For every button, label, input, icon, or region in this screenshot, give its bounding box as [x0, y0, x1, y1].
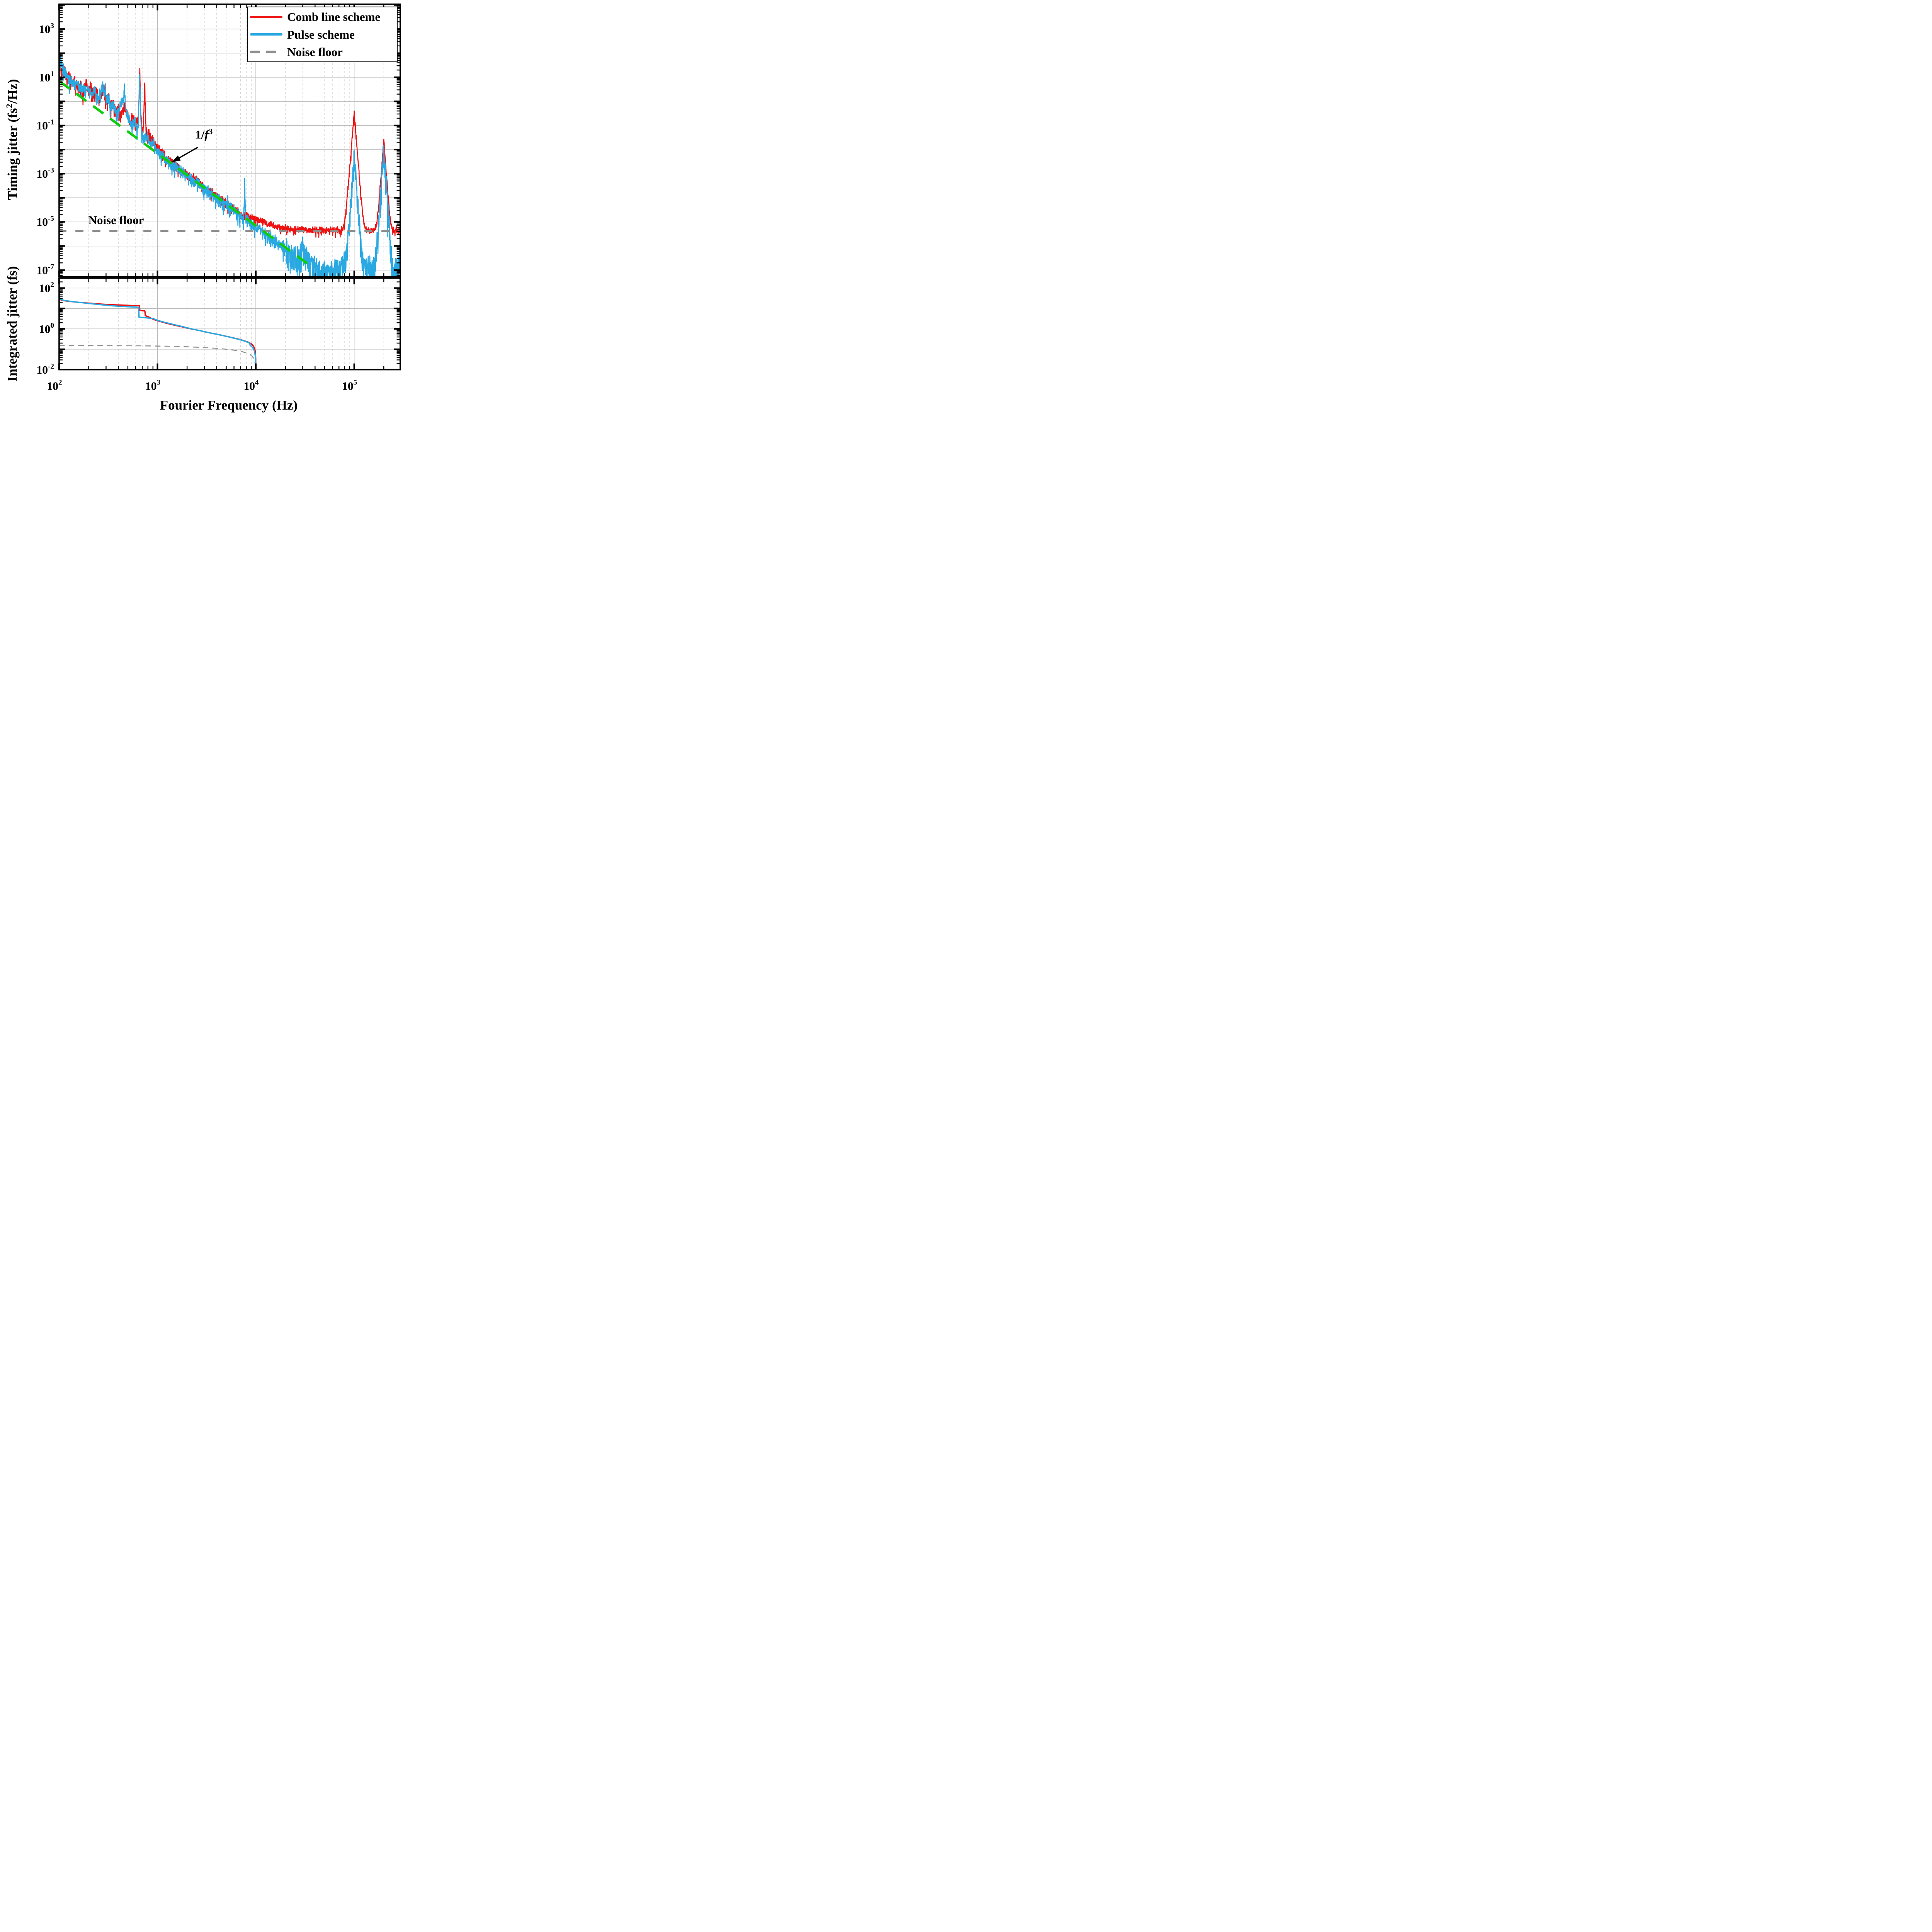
slope-annotation: 1/f3 — [195, 127, 213, 141]
svg-text:103: 103 — [39, 22, 54, 36]
svg-text:103: 103 — [145, 379, 160, 393]
svg-text:10-3: 10-3 — [36, 167, 54, 180]
svg-text:10-2: 10-2 — [36, 362, 54, 376]
comb-line-sample-icon — [250, 15, 283, 18]
slope-annotation-prefix: 1/ — [195, 128, 205, 141]
y-axis-title-top: Timing jitter (fs2/Hz) — [5, 79, 21, 200]
svg-text:101: 101 — [39, 70, 54, 84]
slope-annotation-exponent: 3 — [208, 127, 213, 136]
x-axis-title: Fourier Frequency (Hz) — [160, 397, 298, 413]
svg-text:105: 105 — [342, 379, 357, 393]
legend-item-noise-floor: Noise floor — [248, 46, 396, 58]
legend-label-pulse: Pulse scheme — [287, 27, 355, 41]
noise-floor-annotation: Noise floor — [88, 213, 144, 227]
jitter-figure: 102 103 104 105 103 101 10-1 10-3 10-5 10-7 102 100… — [0, 0, 403, 419]
legend: Comb line scheme Pulse scheme Noise floo… — [247, 7, 398, 63]
y-top-title-text: Timing jitter (fs — [5, 108, 20, 200]
svg-text:10-7: 10-7 — [36, 263, 54, 277]
legend-item-pulse: Pulse scheme — [248, 29, 396, 41]
y-top-title-sup: 2 — [4, 104, 14, 108]
legend-item-comb-line: Comb line scheme — [248, 11, 396, 23]
svg-text:100: 100 — [39, 321, 54, 335]
pulse-line-sample-icon — [250, 33, 283, 36]
svg-text:10-1: 10-1 — [36, 118, 54, 132]
svg-text:104: 104 — [243, 379, 259, 393]
legend-label-noise-floor: Noise floor — [287, 45, 343, 59]
svg-text:102: 102 — [39, 281, 54, 295]
noise-floor-sample-icon — [250, 50, 283, 53]
jitter-chart-canvas: 102 103 104 105 103 101 10-1 10-3 10-5 10-7 102 100… — [36, 3, 401, 393]
y-top-title-text2: /Hz) — [5, 79, 20, 104]
y-axis-title-bottom: Integrated jitter (fs) — [5, 266, 20, 382]
slope-annotation-symbol: f — [204, 128, 209, 141]
legend-label-comb-line: Comb line scheme — [287, 10, 381, 24]
svg-text:10-5: 10-5 — [36, 214, 54, 228]
svg-text:102: 102 — [47, 379, 62, 393]
